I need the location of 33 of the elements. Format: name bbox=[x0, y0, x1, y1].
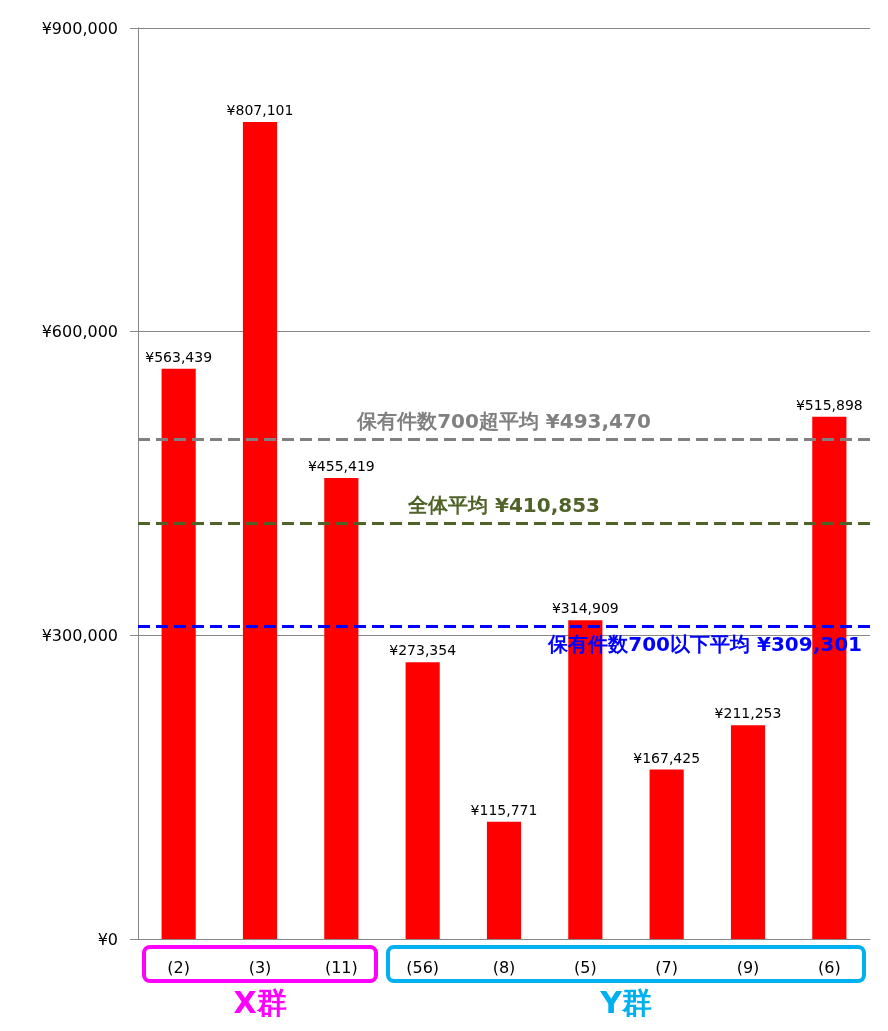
data-label: ¥115,771 bbox=[470, 801, 538, 818]
x-tick-label: (7) bbox=[655, 957, 678, 977]
data-label: ¥273,354 bbox=[389, 642, 457, 659]
bar bbox=[242, 122, 278, 939]
text: X群 bbox=[232, 985, 288, 1021]
y-tick-label: ¥300,000 bbox=[41, 625, 118, 645]
y-tick-label: ¥600,000 bbox=[41, 322, 118, 342]
bar bbox=[649, 769, 684, 939]
text: Y群 bbox=[599, 985, 653, 1021]
data-label: ¥167,425 bbox=[633, 749, 701, 766]
x-tick-label: (56) bbox=[406, 957, 440, 977]
y-tick-label: ¥0 bbox=[97, 929, 118, 949]
x-tick-label: (8) bbox=[492, 957, 516, 977]
bar bbox=[405, 662, 440, 939]
x-tick-label: (6) bbox=[818, 957, 841, 977]
y-tick-label: ¥900,000 bbox=[41, 18, 118, 38]
bar bbox=[161, 368, 196, 939]
x-tick-label: (5) bbox=[574, 957, 597, 977]
ref-line-label: 保有件数700超平均 ¥493,470 bbox=[356, 409, 651, 434]
data-label: ¥314,909 bbox=[551, 600, 619, 617]
x-tick-label: (3) bbox=[248, 957, 272, 977]
data-label: ¥455,419 bbox=[307, 458, 375, 475]
bar bbox=[324, 478, 359, 939]
x-tick-label: (9) bbox=[736, 957, 760, 977]
data-label: ¥515,898 bbox=[795, 396, 863, 413]
data-label: ¥211,253 bbox=[714, 705, 782, 722]
data-label: ¥563,439 bbox=[145, 348, 213, 365]
x-tick-label: (11) bbox=[324, 957, 358, 977]
bar bbox=[486, 821, 522, 939]
bar bbox=[730, 725, 766, 939]
x-tick-label: (2) bbox=[167, 957, 190, 977]
data-label: ¥807,101 bbox=[226, 102, 294, 119]
ref-line-label: 全体平均 ¥410,853 bbox=[407, 493, 600, 518]
